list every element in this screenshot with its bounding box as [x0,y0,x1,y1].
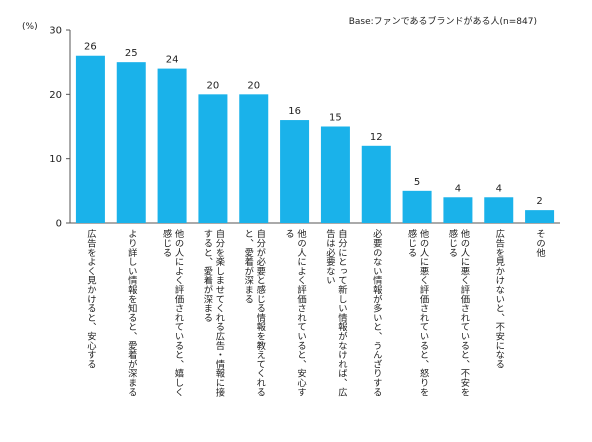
category-label-line: より詳しい情報を知ると、愛着が深まる [126,229,138,396]
bar [116,62,146,223]
category-label-line: 感じる [406,228,418,257]
bar [402,190,432,223]
unit-label: (%) [22,22,38,32]
category-label-line: 必要のない情報が多いと、うんざりする [371,228,383,396]
category-label-line: その他 [534,229,546,258]
category-label: 必要のない情報が多いと、うんざりする [371,228,383,396]
y-tick-label: 10 [49,154,62,165]
y-tick-label: 20 [49,90,62,101]
y-tick-label: 30 [49,26,62,37]
category-label: その他 [534,229,546,258]
bar [320,126,350,223]
base-note: Base:ファンであるブランドがある人(n=847) [348,17,537,27]
data-label: 2 [536,196,542,207]
category-label-line: 自分が必要と感じる情報を教えてくれる [254,228,266,396]
data-label: 24 [166,55,179,66]
category-label-line: 他の人に悪く評価されていると、不安を [458,228,470,396]
category-label-line: と、愛着が深まる [242,229,254,303]
data-label: 15 [329,113,342,124]
category-label: 他の人によく評価されていると、安心する [283,228,307,396]
category-label-line: 自分を楽しませてくれる広告・情報に接 [213,228,225,397]
category-label-line: 広告を見かけないと、不安になる [493,228,505,368]
bar [361,145,391,223]
bar [239,94,269,223]
bar [198,94,228,223]
category-label: 広告を見かけないと、不安になる [493,228,505,368]
category-label-line: 自分にとって新しい情報がなければ、広 [336,228,348,397]
data-label: 4 [455,183,461,194]
bar [443,197,473,223]
category-label-line: 感じる [446,228,458,257]
bar [280,120,310,223]
category-label-line: すると、愛着が深まる [201,229,213,322]
category-label-line: 他の人によく評価されていると、嬉しく [173,228,185,396]
bar [75,55,105,223]
data-label: 4 [496,183,502,194]
data-label: 5 [414,177,420,188]
category-label-line: 他の人によく評価されていると、安心す [295,228,307,396]
data-label: 20 [247,80,260,91]
category-label: 広告をよく見かけると、安心する [85,228,97,368]
data-label: 20 [207,80,220,91]
data-label: 16 [288,106,301,117]
y-tick-label: 0 [56,219,62,230]
category-label-line: 他の人に悪く評価されていると、怒りを [418,228,430,396]
data-label: 26 [84,42,97,53]
bar [484,197,514,223]
bar [525,210,555,223]
bar [157,68,187,223]
data-label: 25 [125,48,138,59]
category-label-line: 広告をよく見かけると、安心する [85,228,97,368]
category-label-line: 感じる [161,228,173,257]
data-label: 12 [370,132,383,143]
category-label-line: る [283,229,294,238]
category-label: より詳しい情報を知ると、愛着が深まる [126,229,138,396]
category-label-line: 告は必要ない [324,228,336,285]
